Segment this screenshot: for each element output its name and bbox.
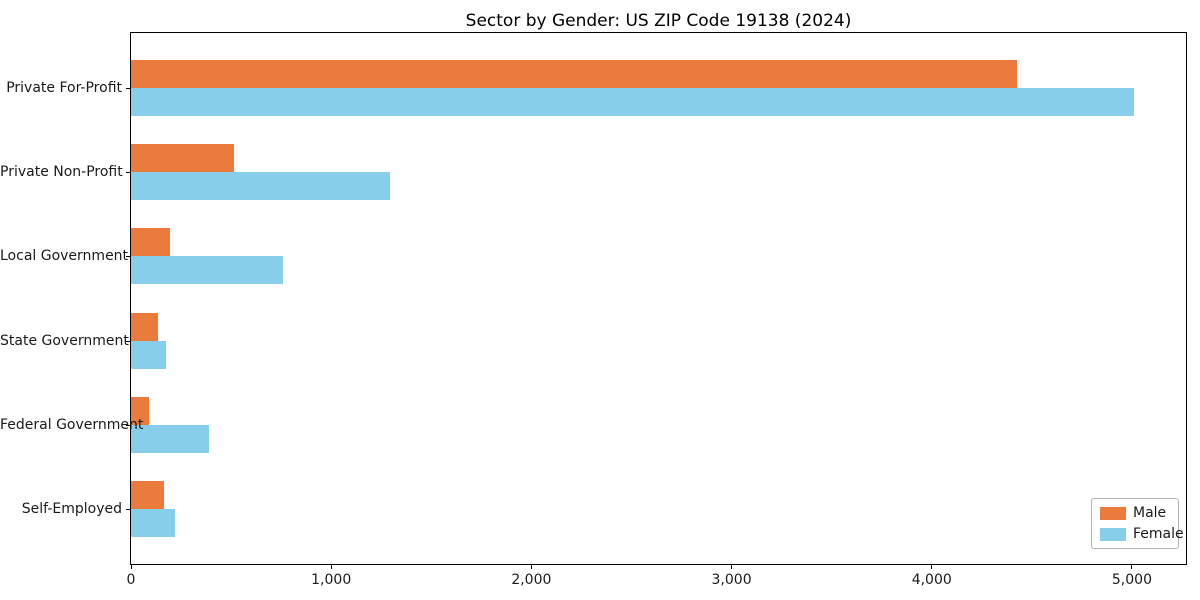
legend-entry-female: Female bbox=[1100, 526, 1184, 542]
x-tick-mark-1 bbox=[330, 565, 332, 569]
bar-male-3 bbox=[131, 312, 159, 341]
y-tick-mark-3 bbox=[126, 340, 130, 342]
x-tick-mark-0 bbox=[130, 565, 132, 569]
y-axis-label-1: Private Non-Profit bbox=[0, 164, 123, 181]
legend-label-female: Female bbox=[1133, 526, 1184, 542]
bar-female-4 bbox=[131, 424, 210, 453]
y-axis-label-2: Local Government bbox=[0, 248, 129, 265]
x-tick-mark-4 bbox=[931, 565, 933, 569]
x-tick-mark-2 bbox=[530, 565, 532, 569]
bar-male-2 bbox=[131, 228, 171, 257]
bar-female-2 bbox=[131, 256, 284, 285]
x-axis-label-1: 1,000 bbox=[311, 572, 352, 588]
legend: Male Female bbox=[1091, 498, 1184, 549]
bar-female-5 bbox=[131, 509, 176, 537]
legend-swatch-male-icon bbox=[1100, 506, 1126, 520]
legend-entry-male: Male bbox=[1100, 505, 1170, 521]
y-tick-mark-4 bbox=[126, 424, 130, 426]
y-axis-label-5: Self-Employed bbox=[21, 501, 122, 517]
y-axis-label-3: State Government bbox=[0, 332, 129, 349]
x-axis-label-0: 0 bbox=[126, 572, 136, 588]
bar-female-0 bbox=[131, 88, 1134, 116]
x-axis-label-2: 2,000 bbox=[511, 572, 552, 588]
x-tick-mark-3 bbox=[731, 565, 733, 569]
y-axis-label-0: Private For-Profit bbox=[6, 80, 122, 96]
y-tick-mark-1 bbox=[126, 172, 130, 174]
chart-title: Sector by Gender: US ZIP Code 19138 (202… bbox=[465, 11, 852, 31]
legend-swatch-female-icon bbox=[1100, 527, 1126, 541]
x-axis-label-5: 5,000 bbox=[1111, 572, 1152, 588]
legend-label-male: Male bbox=[1133, 505, 1167, 521]
x-axis-label-4: 4,000 bbox=[911, 572, 952, 588]
plot-area bbox=[130, 32, 1187, 565]
bar-male-5 bbox=[131, 481, 165, 509]
bar-female-3 bbox=[131, 340, 167, 369]
bar-female-1 bbox=[131, 172, 391, 201]
y-tick-mark-0 bbox=[126, 88, 130, 89]
x-axis-label-3: 3,000 bbox=[711, 572, 752, 588]
bar-male-4 bbox=[131, 396, 150, 425]
bar-male-0 bbox=[131, 60, 1017, 88]
y-tick-mark-2 bbox=[126, 256, 130, 258]
x-tick-mark-5 bbox=[1131, 565, 1133, 569]
y-tick-mark-5 bbox=[126, 509, 130, 510]
bar-male-1 bbox=[131, 144, 235, 173]
y-axis-label-4: Federal Government bbox=[0, 416, 144, 433]
